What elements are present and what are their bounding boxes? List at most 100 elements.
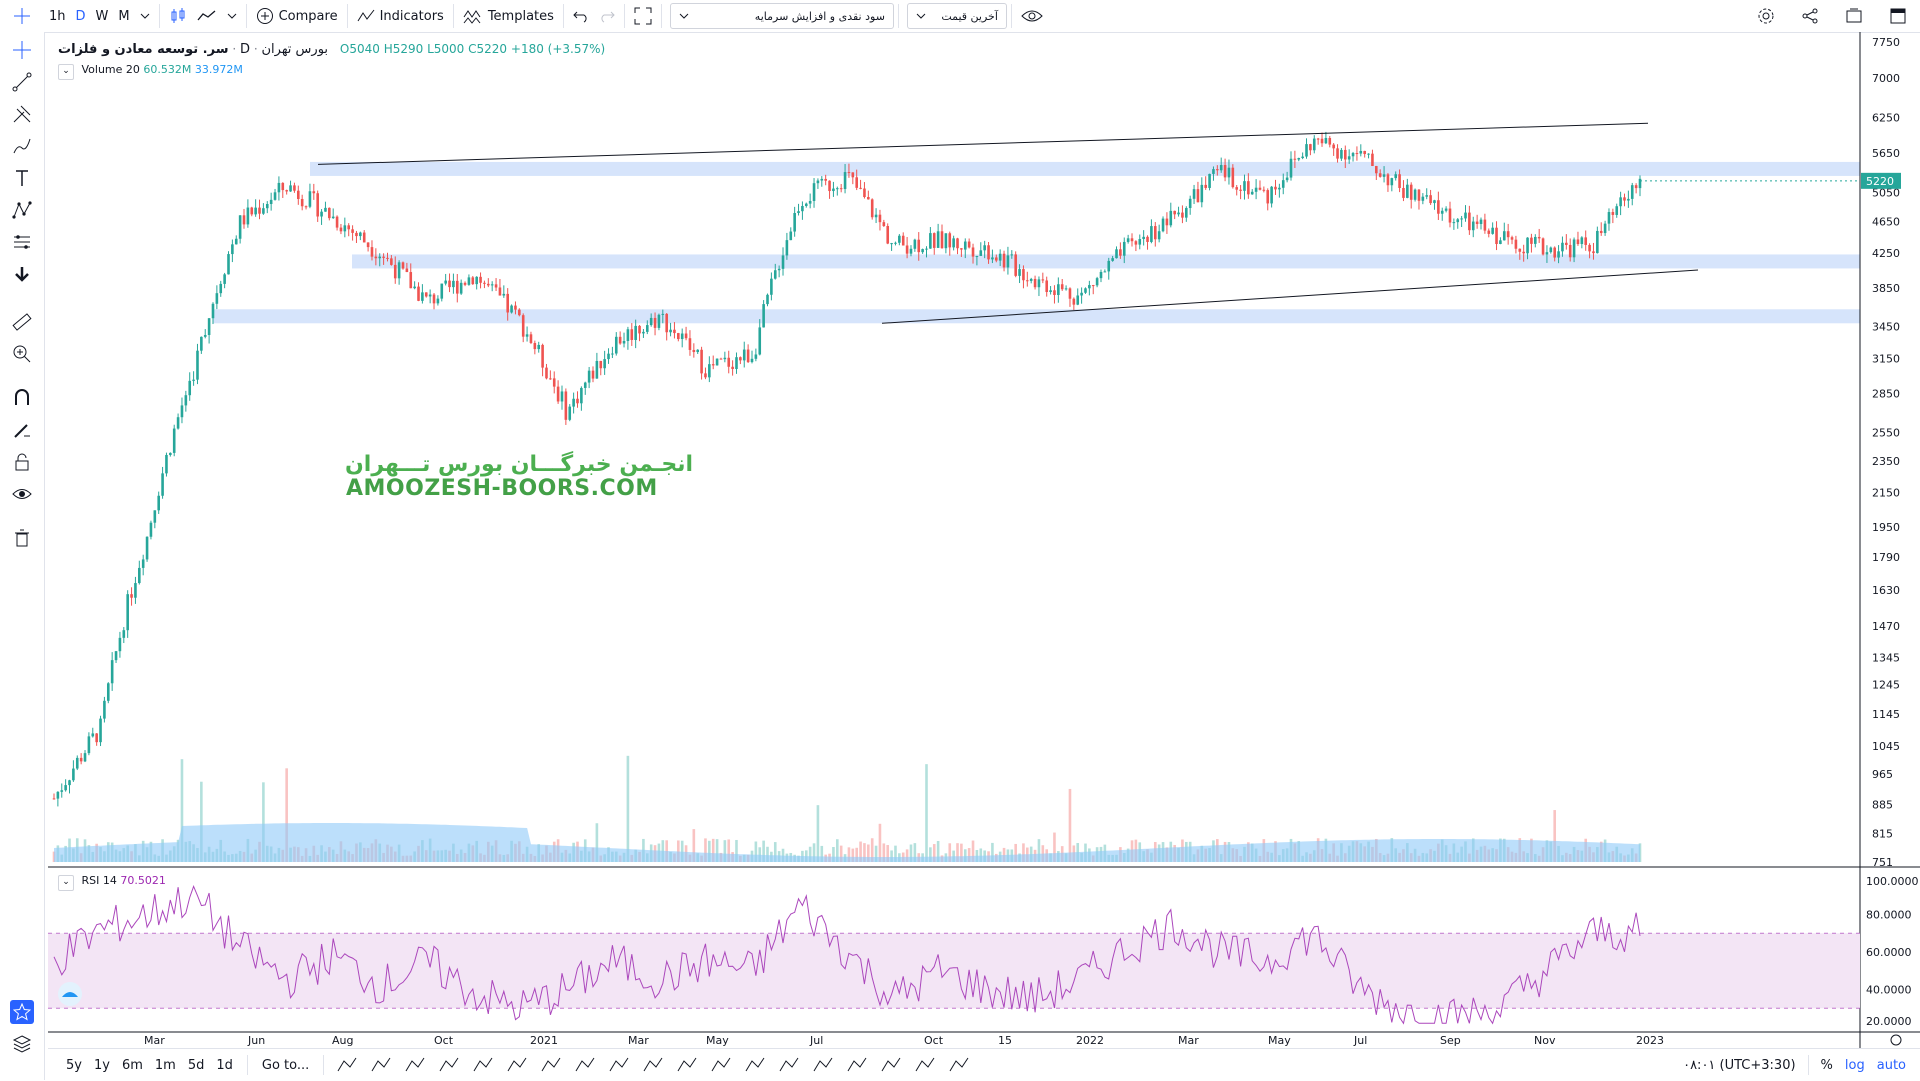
- cypher-pattern-icon[interactable]: [777, 1053, 805, 1077]
- curve-icon[interactable]: [403, 1053, 431, 1077]
- log-toggle[interactable]: log: [1844, 1057, 1865, 1073]
- candle-body: [95, 733, 98, 743]
- brush-icon[interactable]: [10, 134, 34, 158]
- prediction-icon[interactable]: [10, 230, 34, 254]
- indicators-button[interactable]: Indicators: [352, 0, 449, 32]
- candle-body: [1185, 208, 1188, 218]
- range-5d[interactable]: 5d: [187, 1057, 205, 1073]
- auto-toggle[interactable]: auto: [1876, 1057, 1906, 1073]
- undo-icon[interactable]: [568, 0, 594, 32]
- trend-angle-icon[interactable]: [607, 1053, 635, 1077]
- range-6m[interactable]: 6m: [121, 1057, 143, 1073]
- magnet-icon[interactable]: [10, 386, 34, 410]
- share-icon[interactable]: [1788, 0, 1832, 32]
- abcd-pattern-icon[interactable]: [743, 1053, 771, 1077]
- trend-lines[interactable]: [317, 122, 1699, 324]
- text-tool-icon[interactable]: [10, 166, 34, 190]
- candle-body: [1126, 238, 1130, 242]
- layout-window-icon[interactable]: [1876, 0, 1920, 32]
- price-source-select[interactable]: آخرین قیمت: [906, 3, 1007, 29]
- callout-icon[interactable]: [505, 1053, 533, 1077]
- price-range-icon[interactable]: [947, 1053, 975, 1077]
- pattern-icon[interactable]: [10, 198, 34, 222]
- candle-body: [436, 298, 440, 304]
- range-icon[interactable]: [845, 1053, 873, 1077]
- compare-button[interactable]: Compare: [251, 0, 343, 32]
- rectangle-icon[interactable]: [471, 1053, 499, 1077]
- interval-m[interactable]: M: [118, 8, 130, 24]
- price-axis[interactable]: 7750 7000 6250 5650 5050 4650 4250 3850 3450 3150…: [1872, 36, 1900, 869]
- line-icon[interactable]: [437, 1053, 465, 1077]
- candle-body: [1060, 284, 1064, 290]
- interval-dropdown-icon[interactable]: [135, 0, 155, 32]
- visibility-eye-icon[interactable]: [10, 482, 34, 506]
- goto-button[interactable]: Go to...: [261, 1057, 310, 1073]
- compare-label: Compare: [278, 8, 338, 24]
- interval-w[interactable]: W: [95, 8, 109, 24]
- lock-icon[interactable]: [10, 450, 34, 474]
- candle-body: [382, 256, 385, 258]
- candles-icon[interactable]: [164, 0, 192, 32]
- candle-body: [921, 249, 924, 253]
- crosshair-icon[interactable]: [10, 38, 34, 62]
- volume-collapse-icon[interactable]: ⌄: [58, 64, 74, 80]
- candle-body: [521, 315, 525, 337]
- horizontal-line-icon[interactable]: [675, 1053, 703, 1077]
- rsi-collapse-icon[interactable]: ⌄: [58, 875, 74, 891]
- candle-body: [452, 280, 455, 288]
- legend-symbol-name[interactable]: سر. توسعه معادن و فلزات: [58, 42, 229, 57]
- interval-1h[interactable]: 1h: [49, 8, 66, 24]
- crosshair-tool-icon[interactable]: [573, 1053, 601, 1077]
- chart-type-dropdown-icon[interactable]: [222, 0, 242, 32]
- candle-body: [1045, 280, 1049, 293]
- snapshot-icon[interactable]: [1832, 0, 1876, 32]
- text-icon[interactable]: [369, 1053, 397, 1077]
- stay-drawing-icon[interactable]: [10, 418, 34, 442]
- candle-body: [1130, 238, 1134, 242]
- settings-gear-icon[interactable]: [1744, 0, 1788, 32]
- candle-body: [1169, 210, 1173, 226]
- horizontal-lines-icon[interactable]: [335, 1053, 363, 1077]
- rsi-label[interactable]: RSI 14: [81, 874, 117, 887]
- range-5y[interactable]: 5y: [66, 1057, 82, 1073]
- interval-d[interactable]: D: [75, 8, 86, 24]
- main-chart[interactable]: 7750 7000 6250 5650 5050 4650 4250 3850 3450 3150…: [48, 32, 1920, 1048]
- dividends-select[interactable]: سود نقدی و افزایش سرمایه: [669, 3, 894, 29]
- trend-line-icon[interactable]: [10, 70, 34, 94]
- arrow-down-icon[interactable]: [10, 262, 34, 286]
- line-chart-icon[interactable]: [192, 0, 222, 32]
- watermark-persian: انجـمن خبرگـــان بورس تـــهران: [345, 452, 694, 477]
- price-axis-label: 751: [1872, 856, 1893, 869]
- timezone-clock[interactable]: ۰۸:۰۱ (UTC+3:30): [1683, 1057, 1796, 1073]
- pitchfork-icon[interactable]: [10, 102, 34, 126]
- head-shoulders-icon[interactable]: [913, 1053, 941, 1077]
- eye-icon[interactable]: [1016, 0, 1048, 32]
- elliott-wave-icon[interactable]: [811, 1053, 839, 1077]
- grid-icon[interactable]: [709, 1053, 737, 1077]
- horizontal-ray-icon[interactable]: [539, 1053, 567, 1077]
- upper-trend-line: [317, 122, 1649, 165]
- redo-icon[interactable]: [594, 0, 620, 32]
- extended-line-icon[interactable]: [641, 1053, 669, 1077]
- axis-settings-gear-icon[interactable]: [1890, 1034, 1902, 1046]
- symbol-search-icon[interactable]: [0, 0, 44, 32]
- time-axis[interactable]: Mar Jun Aug Oct 2021 Mar May Jul Oct 15 2022 Mar May…: [144, 1034, 1664, 1047]
- rsi-axis[interactable]: 100.0000 80.0000 60.0000 40.0000 20.0000: [1866, 875, 1919, 1028]
- trash-icon[interactable]: [10, 526, 34, 550]
- zoom-in-icon[interactable]: [10, 342, 34, 366]
- candle-body: [1483, 219, 1487, 231]
- range-1d[interactable]: 1d: [216, 1057, 233, 1073]
- price-axis-label: 1045: [1872, 740, 1900, 753]
- range-1m[interactable]: 1m: [154, 1057, 176, 1073]
- volume-label[interactable]: Volume 20: [81, 63, 140, 76]
- fullscreen-icon[interactable]: [629, 0, 657, 32]
- templates-button[interactable]: Templates: [458, 0, 559, 32]
- object-tree-icon[interactable]: [10, 1032, 34, 1056]
- ruler-icon[interactable]: [10, 310, 34, 334]
- candle-body: [587, 370, 591, 383]
- range-1y[interactable]: 1y: [93, 1057, 110, 1073]
- percent-toggle[interactable]: %: [1820, 1057, 1833, 1073]
- brush-tool-icon[interactable]: [879, 1053, 907, 1077]
- favorites-star-icon[interactable]: [10, 1000, 34, 1024]
- candle-body: [603, 359, 606, 369]
